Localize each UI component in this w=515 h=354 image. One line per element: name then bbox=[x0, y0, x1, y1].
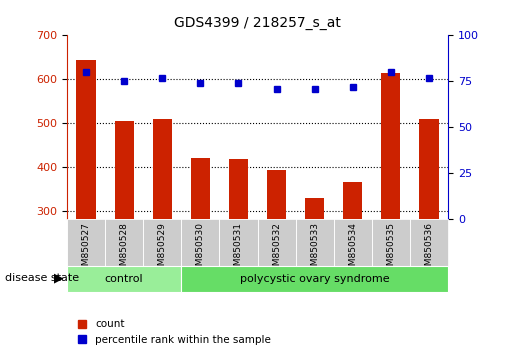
Bar bbox=[191, 158, 210, 219]
Bar bbox=[305, 199, 324, 219]
Bar bbox=[76, 59, 96, 219]
Text: GSM850533: GSM850533 bbox=[310, 222, 319, 277]
Bar bbox=[114, 121, 134, 219]
Text: GSM850535: GSM850535 bbox=[386, 222, 396, 277]
Text: GSM850536: GSM850536 bbox=[424, 222, 434, 277]
FancyBboxPatch shape bbox=[334, 219, 372, 266]
FancyBboxPatch shape bbox=[296, 219, 334, 266]
Text: disease state: disease state bbox=[5, 273, 79, 283]
Bar bbox=[419, 119, 439, 219]
FancyBboxPatch shape bbox=[67, 266, 181, 292]
Text: ▶: ▶ bbox=[54, 272, 64, 284]
Text: polycystic ovary syndrome: polycystic ovary syndrome bbox=[240, 274, 389, 284]
Bar bbox=[229, 159, 248, 219]
Text: GSM850529: GSM850529 bbox=[158, 222, 167, 277]
FancyBboxPatch shape bbox=[372, 219, 410, 266]
FancyBboxPatch shape bbox=[181, 219, 219, 266]
FancyBboxPatch shape bbox=[105, 219, 143, 266]
Text: GSM850528: GSM850528 bbox=[119, 222, 129, 277]
FancyBboxPatch shape bbox=[67, 219, 105, 266]
FancyBboxPatch shape bbox=[410, 219, 448, 266]
Legend: count, percentile rank within the sample: count, percentile rank within the sample bbox=[72, 315, 275, 349]
Bar bbox=[382, 73, 401, 219]
Text: GSM850532: GSM850532 bbox=[272, 222, 281, 277]
FancyBboxPatch shape bbox=[219, 219, 258, 266]
Bar bbox=[344, 182, 363, 219]
Title: GDS4399 / 218257_s_at: GDS4399 / 218257_s_at bbox=[174, 16, 341, 30]
Text: control: control bbox=[105, 274, 143, 284]
Bar bbox=[153, 119, 172, 219]
Text: GSM850531: GSM850531 bbox=[234, 222, 243, 277]
Text: GSM850534: GSM850534 bbox=[348, 222, 357, 277]
FancyBboxPatch shape bbox=[181, 266, 448, 292]
Text: GSM850527: GSM850527 bbox=[81, 222, 91, 277]
FancyBboxPatch shape bbox=[258, 219, 296, 266]
Text: GSM850530: GSM850530 bbox=[196, 222, 205, 277]
Bar bbox=[267, 170, 286, 219]
FancyBboxPatch shape bbox=[143, 219, 181, 266]
